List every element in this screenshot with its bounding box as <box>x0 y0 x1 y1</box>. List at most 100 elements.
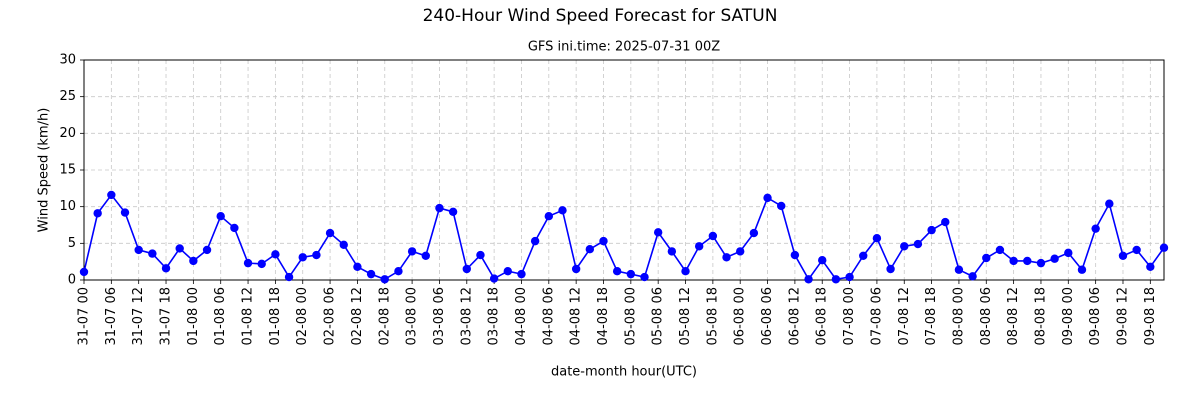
x-tick-label: 01-08 18 <box>268 287 283 345</box>
x-tick-label: 07-08 18 <box>924 287 939 345</box>
point <box>202 245 212 255</box>
point <box>1118 251 1128 260</box>
point <box>476 250 485 260</box>
point <box>243 258 253 268</box>
point <box>230 223 239 233</box>
point <box>175 244 184 253</box>
x-tick-label: 04-08 18 <box>596 287 611 345</box>
x-tick-label: 03-08 00 <box>405 287 420 345</box>
x-tick-label: 31-07 06 <box>104 287 119 345</box>
x-tick-label: 31-07 18 <box>159 287 174 345</box>
y-axis-label: Wind Speed (km/h) <box>37 108 52 233</box>
x-tick-label: 07-08 06 <box>869 287 884 345</box>
point <box>1009 256 1018 266</box>
x-tick-label: 03-08 18 <box>487 287 502 345</box>
point <box>558 206 567 215</box>
x-tick-label: 08-08 12 <box>1006 287 1021 345</box>
point <box>435 203 444 213</box>
x-tick-label: 02-08 00 <box>295 287 310 345</box>
point <box>1146 262 1155 271</box>
x-tick-label: 01-08 00 <box>186 287 201 345</box>
point <box>503 267 512 276</box>
y-tick-label: 25 <box>59 89 76 104</box>
point <box>995 245 1005 255</box>
x-axis-label: date-month hour(UTC) <box>551 365 697 380</box>
x-tick-label: 08-08 00 <box>951 287 966 345</box>
x-tick-label: 05-08 12 <box>678 287 693 345</box>
x-tick-label: 08-08 18 <box>1033 287 1048 345</box>
x-tick-label: 05-08 18 <box>705 287 720 345</box>
point <box>366 269 376 279</box>
point <box>161 264 171 273</box>
point <box>599 236 608 246</box>
point <box>831 275 841 284</box>
point <box>722 253 731 262</box>
x-tick-label: 09-08 12 <box>1115 287 1130 345</box>
point <box>736 247 745 256</box>
x-tick-label: 09-08 00 <box>1061 287 1076 345</box>
point <box>1105 199 1114 208</box>
point <box>448 207 458 216</box>
point <box>120 208 130 217</box>
x-tick-label: 06-08 00 <box>733 287 748 345</box>
point <box>790 250 800 260</box>
point <box>982 253 991 263</box>
point <box>284 272 294 282</box>
x-tick-label: 04-08 00 <box>514 287 529 345</box>
point <box>298 253 307 262</box>
point <box>653 228 663 237</box>
y-tick-label: 20 <box>59 126 76 141</box>
x-tick-label: 05-08 00 <box>623 287 638 345</box>
chart-subtitle: GFS ini.time: 2025-07-31 00Z <box>528 40 720 55</box>
point <box>1159 243 1169 252</box>
point <box>325 228 335 238</box>
point <box>93 209 102 218</box>
point <box>886 264 895 274</box>
point <box>353 262 362 271</box>
point <box>407 247 417 256</box>
chart-title: 240-Hour Wind Speed Forecast for SATUN <box>423 6 778 26</box>
point <box>968 272 977 281</box>
point <box>777 201 786 211</box>
plot-frame <box>83 59 1165 281</box>
point <box>257 259 266 269</box>
point <box>312 250 321 260</box>
point <box>544 212 554 221</box>
x-tick-label: 01-08 06 <box>213 287 228 345</box>
point <box>134 245 143 255</box>
point <box>1132 245 1141 255</box>
point <box>941 217 950 227</box>
x-tick-label: 03-08 06 <box>432 287 447 345</box>
point <box>818 256 827 265</box>
x-tick-label: 31-07 00 <box>77 287 92 345</box>
x-tick-label: 06-08 12 <box>787 287 802 345</box>
point <box>271 250 280 259</box>
x-tick-label: 09-08 18 <box>1143 287 1158 345</box>
point <box>913 239 923 249</box>
point <box>530 236 540 246</box>
x-tick-label: 02-08 18 <box>377 287 392 345</box>
point <box>1091 224 1100 233</box>
point <box>804 275 813 284</box>
point <box>640 272 649 282</box>
point <box>900 242 909 251</box>
x-tick-label: 05-08 06 <box>651 287 666 345</box>
y-tick-label: 15 <box>59 163 76 178</box>
point <box>339 240 348 249</box>
x-tick-label: 04-08 12 <box>569 287 584 345</box>
point <box>571 264 581 274</box>
point <box>859 251 868 260</box>
point <box>749 228 759 238</box>
point <box>585 245 595 254</box>
x-tick-label: 02-08 06 <box>323 287 338 345</box>
point <box>1064 248 1073 258</box>
y-tick-label: 30 <box>59 53 76 68</box>
x-tick-label: 06-08 18 <box>815 287 830 345</box>
y-tick-label: 0 <box>68 273 76 288</box>
point <box>694 242 704 251</box>
point <box>107 190 116 200</box>
point <box>954 265 964 274</box>
point <box>380 275 389 284</box>
point <box>612 267 622 276</box>
